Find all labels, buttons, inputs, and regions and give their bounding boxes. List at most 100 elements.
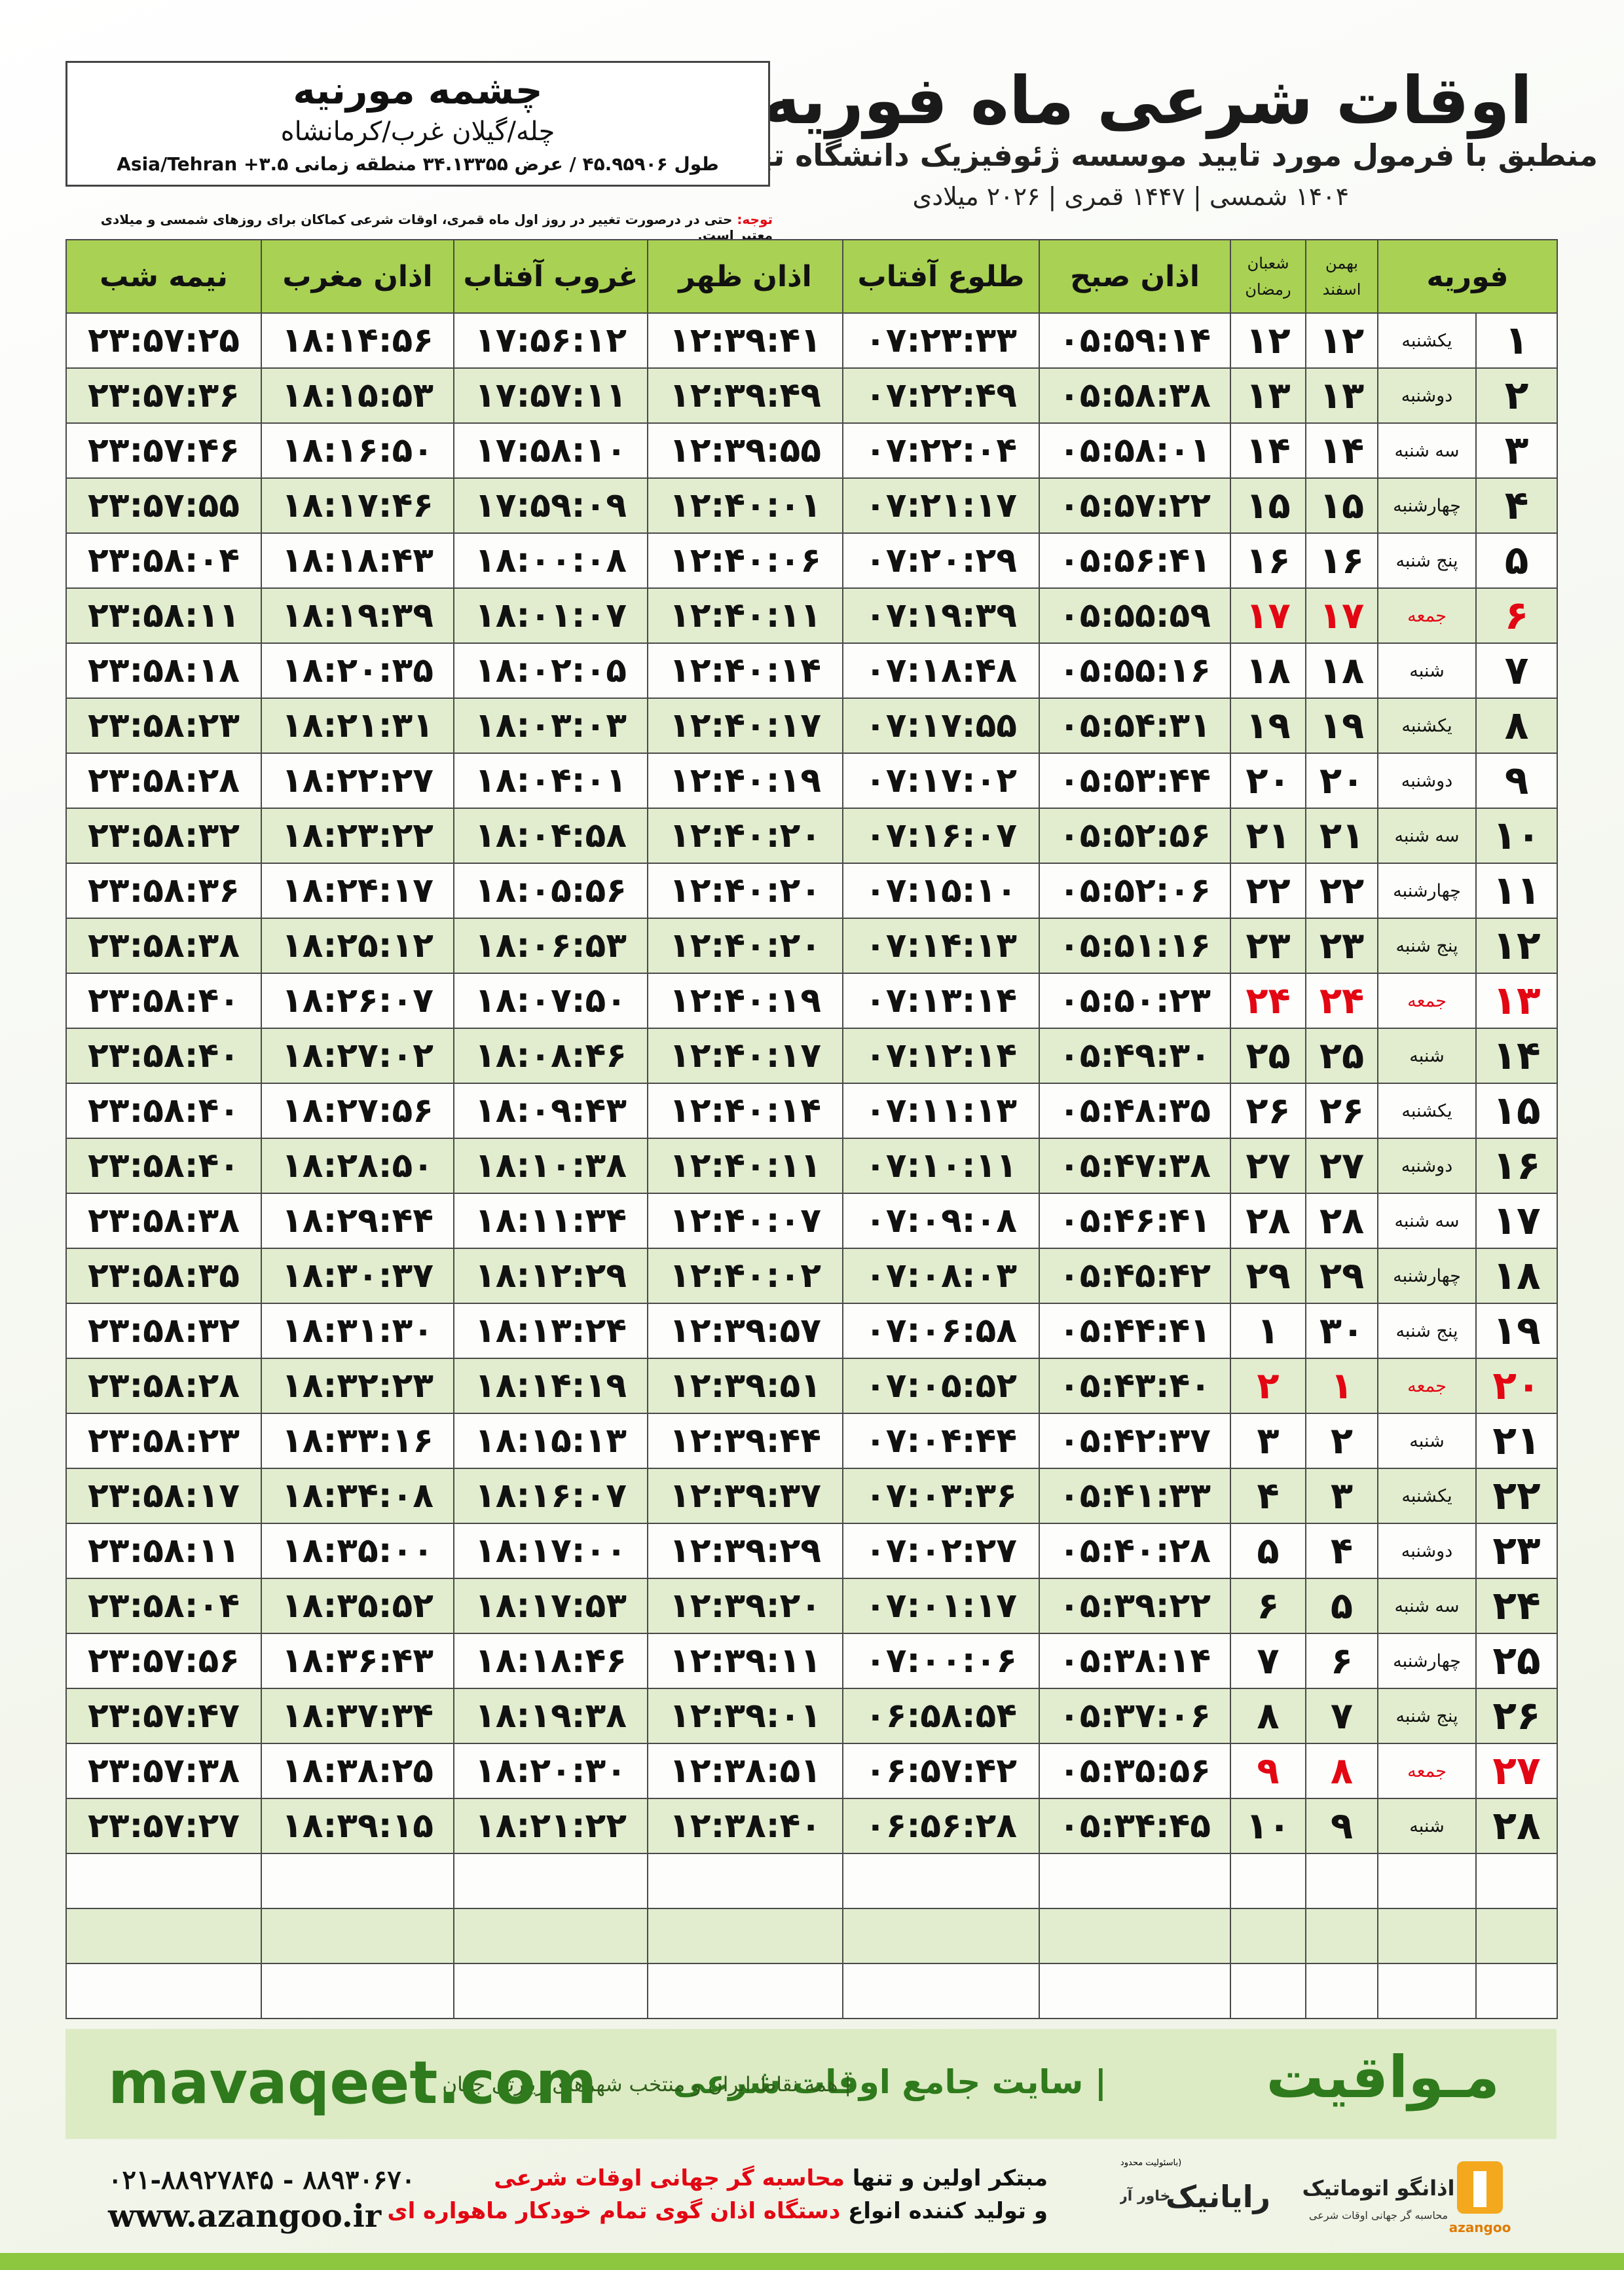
- lunar-day: ۲۶: [1230, 1083, 1306, 1139]
- weekday: سه شنبه: [1377, 1193, 1477, 1249]
- weekday: سه شنبه: [1377, 1578, 1477, 1634]
- time: ۰۷:۰۱:۱۷: [842, 1578, 1040, 1634]
- time: ۰۵:۴۱:۳۳: [1039, 1468, 1231, 1524]
- weekday: پنج شنبه: [1377, 1688, 1477, 1744]
- time: ۰۵:۴۸:۳۵: [1039, 1083, 1231, 1139]
- day: ۱۴: [1475, 1028, 1558, 1084]
- empty-row: [65, 1908, 1558, 1964]
- empty-cell: [647, 1853, 843, 1909]
- day: ۹: [1475, 753, 1558, 809]
- time: ۰۵:۳۴:۴۵: [1039, 1798, 1231, 1854]
- text: مبتکر اولین و تنها: [844, 2165, 1048, 2191]
- day: ۲۵: [1475, 1633, 1558, 1689]
- day: ۸: [1475, 698, 1558, 754]
- time: ۰۶:۵۸:۵۴: [842, 1688, 1040, 1744]
- weekday: چهارشنبه: [1377, 1633, 1477, 1689]
- table-row: ۱۴ شنبه ۲۵ ۲۵ ۰۵:۴۹:۳۰ ۰۷:۱۲:۱۴ ۱۲:۴۰:۱۷ ۱۸:۰۸:…: [65, 1028, 1558, 1084]
- time: ۱۸:۰۶:۵۳: [453, 918, 648, 974]
- time: ۰۵:۴۳:۴۰: [1039, 1358, 1231, 1414]
- header-row: فوریه بهمن اسفند شعبان رمضان اذان صبح طلوع آفت…: [65, 239, 1558, 314]
- empty-cell: [1305, 1963, 1378, 2019]
- time: ۱۸:۱۱:۳۴: [453, 1193, 648, 1249]
- column-header-top: بهمن: [1325, 254, 1358, 272]
- website[interactable]: www.azangoo.ir: [108, 2198, 382, 2235]
- time: ۰۵:۴۵:۴۲: [1039, 1248, 1231, 1304]
- logo-text: اذانگو اتوماتیک: [1302, 2176, 1455, 2201]
- time: ۱۲:۴۰:۱۹: [647, 753, 843, 809]
- weekday: چهارشنبه: [1377, 477, 1477, 534]
- contact-line: و تولید کننده انواع دستگاه اذان گوی تمام…: [387, 2198, 1048, 2224]
- solar-day: ۲۹: [1305, 1248, 1378, 1304]
- time: ۱۲:۳۹:۲۹: [647, 1523, 843, 1579]
- empty-cell: [1475, 1908, 1558, 1964]
- table-row: ۲ دوشنبه ۱۳ ۱۳ ۰۵:۵۸:۳۸ ۰۷:۲۲:۴۹ ۱۲:۳۹:۴۹ ۱۷:۵۷…: [65, 367, 1558, 424]
- time: ۱۲:۴۰:۲۰: [647, 808, 843, 864]
- column-header: فوریه: [1377, 239, 1558, 314]
- time: ۱۸:۱۷:۴۶: [261, 477, 454, 534]
- table-body: ۱ یکشنبه ۱۲ ۱۲ ۰۵:۵۹:۱۴ ۰۷:۲۳:۳۳ ۱۲:۳۹:۴۱ ۱۷:۵۶…: [65, 312, 1558, 2019]
- time: ۱۸:۳۶:۴۳: [261, 1633, 454, 1689]
- lunar-day: ۲۲: [1230, 863, 1306, 919]
- time: ۱۸:۲۳:۲۲: [261, 808, 454, 864]
- day: ۱۹: [1475, 1303, 1558, 1359]
- empty-cell: [261, 1908, 454, 1964]
- time: ۱۲:۳۹:۰۱: [647, 1688, 843, 1744]
- empty-cell: [1377, 1963, 1477, 2019]
- time: ۱۸:۱۶:۵۰: [261, 422, 454, 479]
- time: ۱۸:۰۴:۵۸: [453, 808, 648, 864]
- lunar-day: ۱۶: [1230, 532, 1306, 589]
- time: ۱۸:۳۰:۳۷: [261, 1248, 454, 1304]
- table-row: ۵ پنج شنبه ۱۶ ۱۶ ۰۵:۵۶:۴۱ ۰۷:۲۰:۲۹ ۱۲:۴۰:۰۶ ۱۸:…: [65, 532, 1558, 589]
- weekday: شنبه: [1377, 1798, 1477, 1854]
- time: ۰۷:۰۰:۰۶: [842, 1633, 1040, 1689]
- weekday: دوشنبه: [1377, 367, 1477, 424]
- time: ۲۳:۵۸:۴۰: [65, 1138, 262, 1194]
- time: ۲۳:۵۷:۴۶: [65, 422, 262, 479]
- footer-url[interactable]: mavaqeet.com: [108, 2049, 597, 2117]
- lunar-day: ۱۴: [1230, 422, 1306, 479]
- logos: (باسئولیت محدود) خاور آریا رایانیک اذانگ…: [1120, 2158, 1511, 2235]
- time: ۰۷:۰۳:۳۶: [842, 1468, 1040, 1524]
- time: ۲۳:۵۸:۱۱: [65, 1523, 262, 1579]
- lunar-day: ۲: [1230, 1358, 1306, 1414]
- lunar-day: ۲۹: [1230, 1248, 1306, 1304]
- table-row: ۲۲ یکشنبه ۳ ۴ ۰۵:۴۱:۳۳ ۰۷:۰۳:۳۶ ۱۲:۳۹:۳۷ ۱۸:۱۶:…: [65, 1468, 1558, 1524]
- lunar-day: ۱۵: [1230, 477, 1306, 534]
- weekday: سه شنبه: [1377, 422, 1477, 479]
- empty-cell: [842, 1963, 1040, 2019]
- lunar-day: ۱: [1230, 1303, 1306, 1359]
- time: ۰۷:۱۸:۴۸: [842, 642, 1040, 699]
- time: ۱۸:۳۹:۱۵: [261, 1798, 454, 1854]
- time: ۱۲:۴۰:۱۷: [647, 698, 843, 754]
- table-row: ۲۷ جمعه ۸ ۹ ۰۵:۳۵:۵۶ ۰۶:۵۷:۴۲ ۱۲:۳۸:۵۱ ۱۸:۲۰:۳۰…: [65, 1743, 1558, 1799]
- time: ۲۳:۵۷:۵۵: [65, 477, 262, 534]
- solar-day: ۱۴: [1305, 422, 1378, 479]
- day: ۲۱: [1475, 1413, 1558, 1469]
- day: ۲۶: [1475, 1688, 1558, 1744]
- table-row: ۱۰ سه شنبه ۲۱ ۲۱ ۰۵:۵۲:۵۶ ۰۷:۱۶:۰۷ ۱۲:۴۰:۲۰ ۱۸:…: [65, 808, 1558, 864]
- time: ۱۸:۰۰:۰۸: [453, 532, 648, 589]
- solar-day: ۲۲: [1305, 863, 1378, 919]
- column-header: نیمه شب: [65, 239, 262, 314]
- time: ۱۲:۴۰:۲۰: [647, 918, 843, 974]
- logo-icon: [1473, 2171, 1486, 2207]
- time: ۲۳:۵۸:۱۷: [65, 1468, 262, 1524]
- time: ۱۸:۱۹:۳۸: [453, 1688, 648, 1744]
- column-header: اذان صبح: [1039, 239, 1231, 314]
- day: ۷: [1475, 642, 1558, 699]
- day: ۱: [1475, 312, 1558, 369]
- weekday: چهارشنبه: [1377, 1248, 1477, 1304]
- weekday: جمعه: [1377, 587, 1477, 644]
- time: ۲۳:۵۷:۳۶: [65, 367, 262, 424]
- day: ۱۲: [1475, 918, 1558, 974]
- day: ۱۷: [1475, 1193, 1558, 1249]
- lunar-day: ۴: [1230, 1468, 1306, 1524]
- time: ۰۷:۱۰:۱۱: [842, 1138, 1040, 1194]
- time: ۲۳:۵۸:۰۴: [65, 532, 262, 589]
- time: ۱۲:۳۹:۴۱: [647, 312, 843, 369]
- text: و تولید کننده انواع: [840, 2198, 1048, 2224]
- column-header-bottom: رمضان: [1245, 280, 1291, 299]
- time: ۱۲:۳۹:۵۷: [647, 1303, 843, 1359]
- time: ۲۳:۵۸:۳۸: [65, 918, 262, 974]
